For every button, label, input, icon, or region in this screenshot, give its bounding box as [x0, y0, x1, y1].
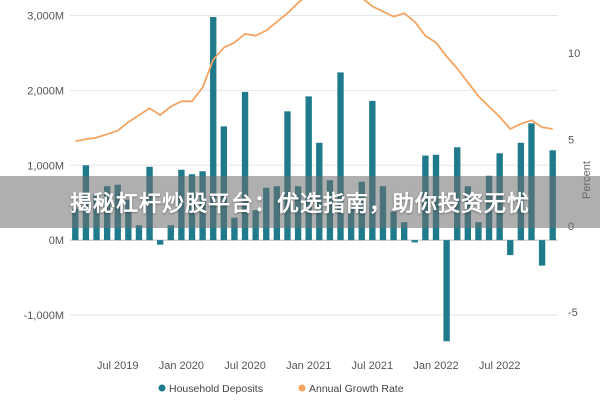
x-tick-label: Jul 2019	[97, 360, 139, 372]
left-tick-label: 2,000M	[27, 85, 64, 97]
legend-label: Household Deposits	[169, 383, 263, 395]
bar	[538, 240, 546, 266]
right-tick-label: 10	[568, 48, 580, 60]
x-tick-label: Jan 2022	[413, 360, 458, 372]
growth-line	[75, 0, 553, 142]
left-axis: 3,000M 2,000M 1,000M 0M -1,000M	[24, 10, 64, 322]
bar	[337, 72, 344, 241]
bar	[369, 100, 376, 241]
bar	[475, 222, 482, 241]
bar	[156, 240, 164, 245]
bar	[167, 225, 174, 241]
bar	[443, 240, 450, 342]
right-tick-label: 5	[568, 134, 574, 146]
bar	[135, 225, 143, 241]
gridlines	[70, 14, 558, 316]
legend-label: Annual Growth Rate	[309, 383, 404, 395]
bar	[231, 217, 238, 241]
bar	[284, 111, 291, 241]
x-tick-label: Jan 2020	[159, 360, 204, 372]
left-tick-label: 1,000M	[27, 160, 64, 172]
bar	[411, 240, 418, 243]
left-tick-label: -1,000M	[24, 310, 64, 322]
left-tick-label: 3,000M	[27, 10, 64, 22]
x-tick-label: Jul 2022	[479, 360, 521, 372]
legend: Household Deposits Annual Growth Rate	[158, 383, 404, 395]
overlay-title: 揭秘杠杆炒股平台：优选指南，助你投资无忧	[69, 192, 530, 217]
bar	[241, 91, 249, 241]
bar	[305, 96, 312, 241]
bar	[507, 240, 514, 256]
legend-marker	[298, 384, 306, 392]
bar	[210, 16, 217, 241]
x-axis: Jul 2019 Jan 2020 Jul 2020 Jan 2021 Jul 2021…	[97, 360, 521, 372]
x-tick-label: Jan 2021	[286, 360, 331, 372]
left-tick-label: 0M	[49, 235, 64, 247]
legend-marker	[158, 384, 166, 392]
x-tick-label: Jul 2020	[224, 360, 266, 372]
overlay-banner: 揭秘杠杆炒股平台：优选指南，助你投资无忧	[0, 176, 600, 228]
annual-growth-line	[75, 0, 553, 142]
bar	[400, 222, 408, 241]
right-tick-label: -5	[568, 307, 578, 319]
x-tick-label: Jul 2021	[352, 360, 394, 372]
